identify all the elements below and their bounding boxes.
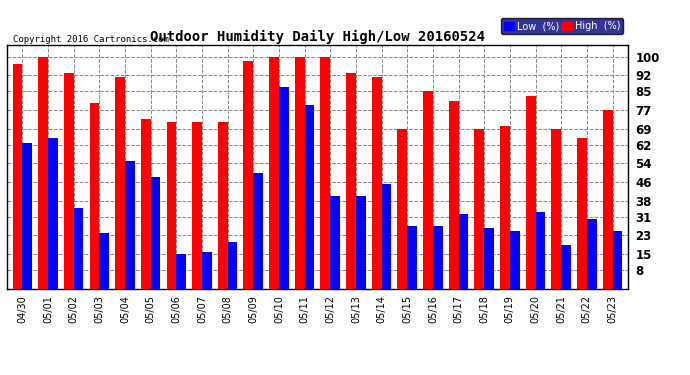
- Bar: [603, 110, 613, 289]
- Bar: [90, 103, 99, 289]
- Bar: [320, 57, 331, 289]
- Bar: [228, 242, 237, 289]
- Bar: [74, 207, 83, 289]
- Bar: [561, 244, 571, 289]
- Bar: [193, 122, 202, 289]
- Bar: [244, 61, 253, 289]
- Bar: [526, 96, 535, 289]
- Bar: [304, 105, 315, 289]
- Bar: [12, 64, 22, 289]
- Legend: Low  (%), High  (%): Low (%), High (%): [501, 18, 623, 34]
- Bar: [510, 231, 520, 289]
- Text: Copyright 2016 Cartronics.com: Copyright 2016 Cartronics.com: [13, 35, 169, 44]
- Bar: [577, 138, 586, 289]
- Bar: [397, 129, 407, 289]
- Bar: [372, 78, 382, 289]
- Bar: [64, 73, 74, 289]
- Bar: [382, 184, 391, 289]
- Bar: [433, 226, 442, 289]
- Bar: [423, 92, 433, 289]
- Bar: [484, 228, 494, 289]
- Bar: [125, 161, 135, 289]
- Bar: [475, 129, 484, 289]
- Bar: [150, 177, 160, 289]
- Bar: [141, 119, 150, 289]
- Bar: [22, 142, 32, 289]
- Bar: [48, 138, 58, 289]
- Bar: [331, 196, 340, 289]
- Bar: [500, 126, 510, 289]
- Title: Outdoor Humidity Daily High/Low 20160524: Outdoor Humidity Daily High/Low 20160524: [150, 30, 485, 44]
- Bar: [38, 57, 48, 289]
- Bar: [202, 252, 212, 289]
- Bar: [613, 231, 622, 289]
- Bar: [269, 57, 279, 289]
- Bar: [459, 214, 469, 289]
- Bar: [535, 212, 545, 289]
- Bar: [218, 122, 228, 289]
- Bar: [279, 87, 288, 289]
- Bar: [99, 233, 109, 289]
- Bar: [176, 254, 186, 289]
- Bar: [551, 129, 561, 289]
- Bar: [356, 196, 366, 289]
- Bar: [346, 73, 356, 289]
- Bar: [115, 78, 125, 289]
- Bar: [448, 101, 459, 289]
- Bar: [295, 57, 304, 289]
- Bar: [253, 172, 263, 289]
- Bar: [166, 122, 176, 289]
- Bar: [407, 226, 417, 289]
- Bar: [586, 219, 597, 289]
